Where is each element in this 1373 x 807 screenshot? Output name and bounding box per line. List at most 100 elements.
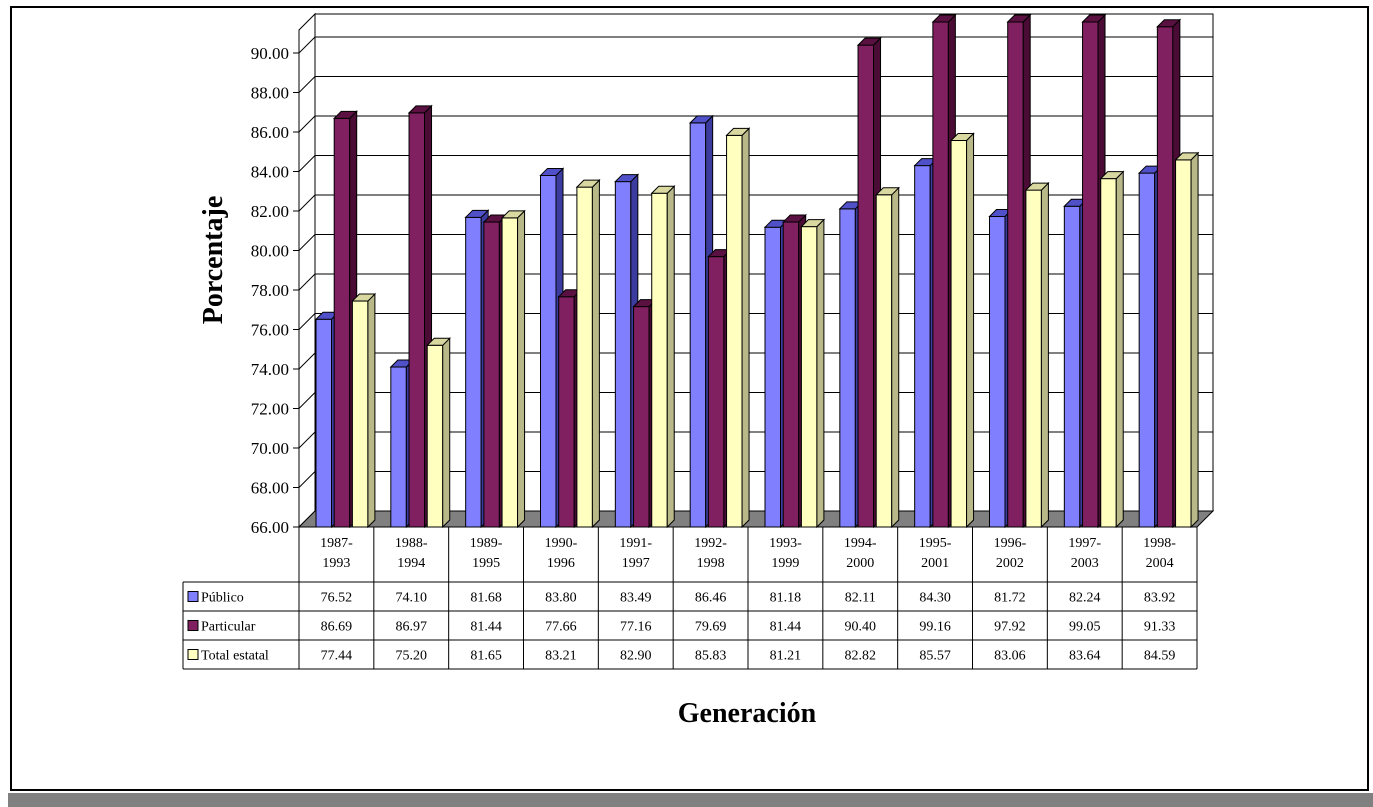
data-label: 81.65 [470,649,502,664]
y-tick-label: 74.00 [251,360,289,379]
gridline-side [298,352,316,370]
bar-top [575,179,601,188]
data-label: 77.16 [620,620,652,635]
data-label: 82.24 [1069,591,1101,606]
data-label: 76.52 [321,591,353,606]
bar-front [651,192,668,528]
bar-front [426,344,444,528]
bar-front [1156,26,1174,528]
bar-top [800,219,826,228]
x-tick-label: 2000 [846,556,874,571]
bar-top [875,187,900,196]
y-tick-label: 80.00 [251,242,289,261]
bar-front [1138,172,1156,528]
bar-front [390,366,407,528]
bar-front [764,226,781,528]
bar-top [725,127,751,136]
bar-side [966,132,975,529]
gridline-side [298,313,316,330]
bar-side [1190,151,1199,529]
legend-swatch [187,649,199,660]
bar-front [689,122,707,528]
bar-top [614,174,640,183]
bar-top [1156,19,1182,28]
data-label: 74.10 [396,591,428,606]
data-label: 83.92 [1144,591,1176,606]
data-label: 85.57 [919,649,951,664]
legend-swatch [187,591,199,602]
x-tick-label: 1995- [919,536,952,551]
x-tick-label: 1999 [771,556,799,571]
data-label: 83.49 [620,591,652,606]
x-tick-label: 1994 [397,556,425,571]
x-tick-label: 2003 [1071,556,1099,571]
y-tick-label: 90.00 [251,44,289,63]
data-table: 1987- 1993 1988- 1994 1989- 1995 1990- 1996 1991… [182,527,1198,670]
bar-front [932,21,949,528]
x-tick-label: 1998- [1143,536,1176,551]
x-tick-label: 2004 [1146,556,1174,571]
data-label: 81.72 [994,591,1026,606]
y-tick-label: 68.00 [251,479,289,498]
bar-top [856,37,882,46]
bar-front [558,296,575,528]
bar-front [351,300,369,528]
gridlines [298,36,1213,488]
bar-top [464,209,490,218]
x-axis-title: Generación [678,698,817,729]
x-tick-label: 1991- [619,536,652,551]
y-tick-label: 66.00 [251,518,289,537]
x-tick-label: 1990- [545,536,578,551]
data-label: 81.44 [470,620,502,635]
data-label: 82.82 [845,649,877,664]
bar-front [465,216,482,528]
bar-front [726,134,743,528]
data-label: 90.40 [845,620,877,635]
bar-side [816,218,825,529]
bar-front [333,117,351,528]
x-tick-label: 1997- [1068,536,1101,551]
y-axis-title: Porcentaje [198,196,229,325]
bar-front [1175,159,1192,528]
bar-top [426,337,451,346]
bar-top [949,132,975,141]
bar-top [332,110,358,119]
data-label: 97.92 [994,620,1026,635]
bars [314,13,1200,529]
gridline-side [298,273,316,291]
x-tick-label: 1995 [472,556,500,571]
bar-front [914,165,931,528]
bar-top [500,210,526,219]
data-label: 77.44 [321,649,353,664]
bar-top [351,293,377,302]
data-label: 85.83 [695,649,727,664]
bar-front [875,194,893,528]
side-wall [298,12,316,529]
data-label: 86.69 [321,620,353,635]
bar-side [741,127,750,529]
bar-front [839,208,856,528]
x-tick-label: 2001 [921,556,949,571]
x-tick-label: 1989- [470,536,503,551]
bar-top [688,115,714,124]
data-label: 82.11 [845,591,876,606]
gridline-side [298,392,316,409]
bar-side [442,337,451,529]
x-tick-label: 1993 [322,556,350,571]
bar-front [857,44,875,528]
y-tick-label: 72.00 [251,400,289,419]
data-label: 81.44 [770,620,802,635]
legend-label: Público [201,591,244,606]
bar-front [1063,205,1081,528]
back-wall [314,13,1214,512]
bar-front [633,306,650,528]
y-tick-label: 76.00 [251,321,289,340]
bar-side [367,292,376,529]
gridline-side [298,234,316,251]
gridline-side [298,36,316,54]
bar-top [1024,182,1050,191]
bar-side [1040,181,1049,529]
bar-front [1082,21,1099,528]
bar-front [707,256,725,528]
data-label: 99.05 [1069,620,1101,635]
